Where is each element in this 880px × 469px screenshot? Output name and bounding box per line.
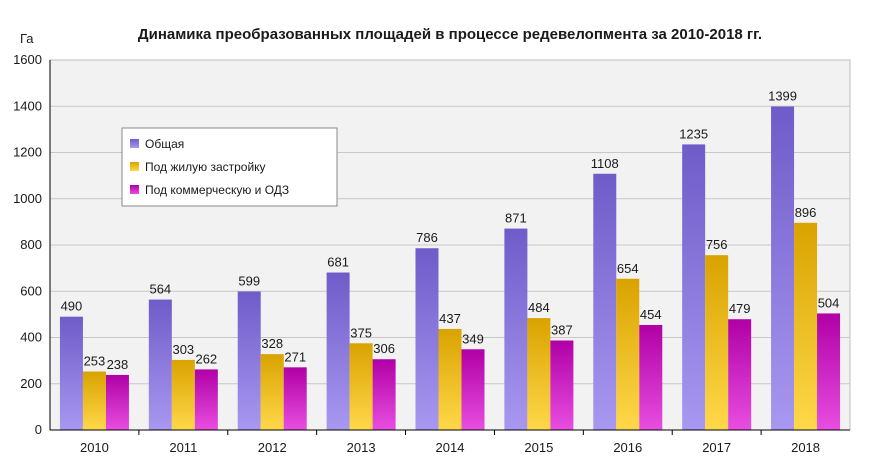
- x-tick-label: 2010: [80, 440, 109, 455]
- legend-swatch: [130, 185, 139, 194]
- data-label: 271: [284, 349, 306, 364]
- data-label: 238: [107, 357, 129, 372]
- data-label: 387: [551, 323, 573, 338]
- y-tick-label: 600: [20, 283, 42, 298]
- data-label: 437: [439, 311, 461, 326]
- data-label: 490: [61, 299, 83, 314]
- data-label: 454: [640, 307, 662, 322]
- data-label: 1235: [679, 126, 708, 141]
- bar: [372, 359, 396, 430]
- bar: [527, 318, 551, 430]
- y-tick-label: 800: [20, 237, 42, 252]
- bar: [682, 144, 706, 430]
- y-tick-label: 400: [20, 330, 42, 345]
- bar: [415, 248, 439, 430]
- bar: [105, 374, 129, 430]
- legend: Общая Под жилую застройку Под коммерческую…: [121, 127, 338, 207]
- data-label: 786: [416, 230, 438, 245]
- legend-swatch: [130, 139, 139, 148]
- legend-label: Под коммерческую и ОДЗ: [145, 183, 289, 197]
- legend-box: [121, 127, 338, 207]
- data-label: 756: [706, 237, 728, 252]
- bar: [194, 369, 218, 430]
- bar: [82, 371, 106, 430]
- data-label: 253: [84, 353, 106, 368]
- bar: [616, 278, 640, 430]
- legend-label: Общая: [145, 137, 184, 151]
- bar: [550, 340, 574, 430]
- data-label: 599: [238, 273, 260, 288]
- y-axis: 0 200 400 600 800 1000 1200 1400 1600: [13, 52, 51, 437]
- data-label: 484: [528, 300, 550, 315]
- y-tick-label: 1600: [13, 52, 42, 67]
- x-tick-label: 2018: [791, 440, 820, 455]
- x-tick-label: 2011: [169, 440, 197, 455]
- x-tick-label: 2014: [436, 440, 465, 455]
- x-tick-label: 2015: [524, 440, 553, 455]
- data-label: 1399: [768, 88, 797, 103]
- data-label: 896: [795, 205, 817, 220]
- data-label: 306: [373, 341, 395, 356]
- x-axis: 2010 2011 2012 2013 2014 2015 2016 2017 2018: [50, 429, 850, 455]
- x-tick-label: 2012: [258, 440, 287, 455]
- bar: [728, 319, 752, 430]
- y-axis-unit: Га: [20, 31, 34, 46]
- bar: [326, 272, 350, 430]
- legend-swatch: [130, 162, 139, 171]
- bar: [639, 325, 663, 430]
- y-tick-label: 1200: [13, 145, 42, 160]
- bar: [817, 313, 841, 430]
- data-label: 349: [462, 331, 484, 346]
- data-label: 654: [617, 261, 639, 276]
- bar: [593, 173, 617, 430]
- bar: [237, 291, 261, 430]
- data-label: 479: [729, 301, 751, 316]
- data-label: 564: [149, 282, 171, 297]
- bar: [504, 228, 528, 430]
- data-label: 262: [195, 351, 217, 366]
- bar: [260, 354, 284, 430]
- data-label: 328: [261, 336, 283, 351]
- y-tick-label: 1000: [13, 191, 42, 206]
- chart-title: Динамика преобразованных площадей в проц…: [138, 26, 762, 43]
- legend-label: Под жилую застройку: [145, 160, 266, 174]
- bar: [771, 106, 795, 430]
- data-label: 681: [327, 255, 349, 270]
- x-tick-label: 2013: [347, 440, 376, 455]
- bar: [283, 367, 307, 430]
- x-tick-label: 2017: [702, 440, 731, 455]
- y-tick-label: 1400: [13, 98, 42, 113]
- bar: [148, 299, 172, 430]
- y-tick-label: 200: [20, 376, 42, 391]
- bar: [438, 328, 462, 430]
- bar: [794, 222, 818, 430]
- y-tick-label: 0: [35, 422, 42, 437]
- bar: [59, 316, 83, 430]
- data-label: 375: [350, 325, 372, 340]
- data-label: 871: [505, 211, 527, 226]
- bar: [705, 255, 729, 430]
- bar: [349, 343, 373, 430]
- data-label: 303: [172, 342, 194, 357]
- data-label: 504: [818, 295, 840, 310]
- data-label: 1108: [591, 156, 619, 171]
- bar: [171, 359, 195, 430]
- bars: [59, 106, 841, 430]
- bar: [461, 349, 485, 430]
- x-tick-label: 2016: [613, 440, 642, 455]
